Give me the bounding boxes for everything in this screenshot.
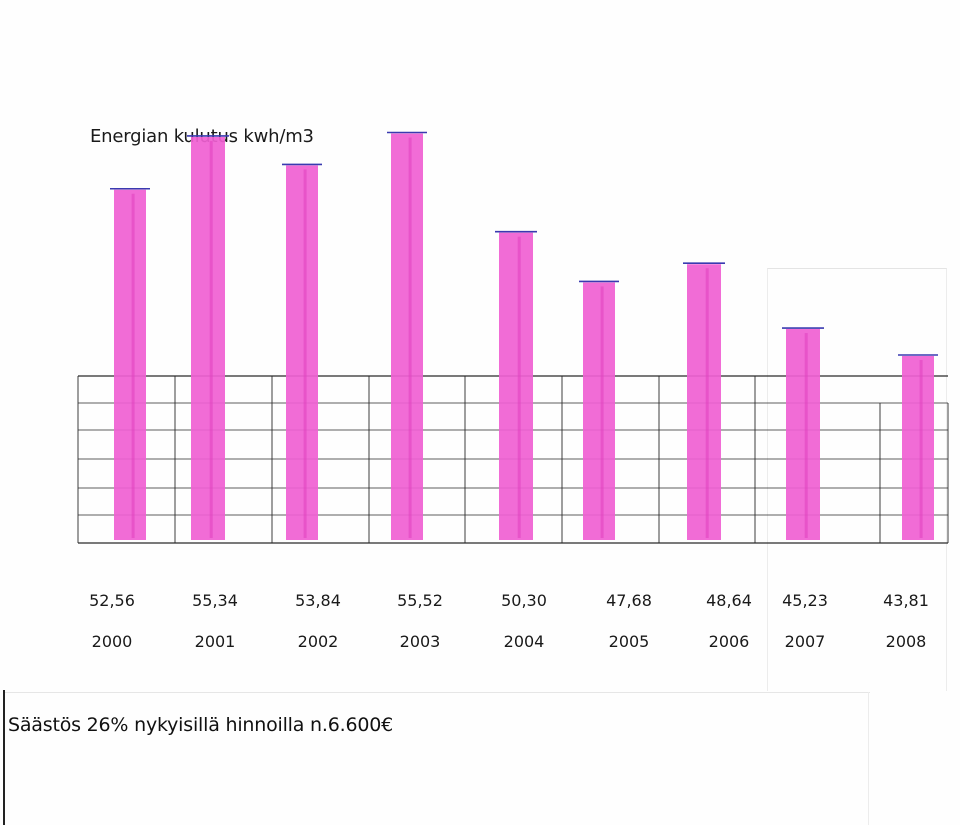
value-label: 55,52 xyxy=(397,591,443,610)
footer-box-right-edge xyxy=(868,692,869,825)
value-label: 52,56 xyxy=(89,591,135,610)
bar xyxy=(286,165,318,540)
bar-marker-streak xyxy=(517,236,521,538)
year-label: 2000 xyxy=(92,632,133,651)
bar xyxy=(499,232,533,540)
savings-note: Säästös 26% nykyisillä hinnoilla n.6.600… xyxy=(8,714,393,736)
bar xyxy=(902,356,934,540)
value-label: 45,23 xyxy=(782,591,828,610)
value-label: 55,34 xyxy=(192,591,238,610)
bar xyxy=(391,133,423,540)
bar xyxy=(786,329,820,540)
bar xyxy=(687,264,721,540)
year-label: 2008 xyxy=(886,632,927,651)
bar-marker-streak xyxy=(804,333,808,538)
year-label: 2004 xyxy=(504,632,545,651)
footer-box-top-edge xyxy=(5,692,870,693)
bar xyxy=(114,189,146,540)
bar-marker-streak xyxy=(303,169,307,538)
bar-marker-streak xyxy=(209,140,213,538)
bar xyxy=(191,136,225,540)
footer-left-rule xyxy=(3,690,5,825)
bar-marker-streak xyxy=(600,286,604,538)
bar-marker-streak xyxy=(131,193,135,538)
pasted-inset-frame xyxy=(767,268,947,691)
value-label: 47,68 xyxy=(606,591,652,610)
value-label: 50,30 xyxy=(501,591,547,610)
value-label: 48,64 xyxy=(706,591,752,610)
year-label: 2006 xyxy=(709,632,750,651)
year-label: 2007 xyxy=(785,632,826,651)
value-label: 53,84 xyxy=(295,591,341,610)
year-label: 2002 xyxy=(298,632,339,651)
bar-marker-streak xyxy=(705,268,709,538)
year-label: 2001 xyxy=(195,632,236,651)
value-label: 43,81 xyxy=(883,591,929,610)
bar xyxy=(583,282,615,540)
bar-marker-streak xyxy=(919,360,923,538)
year-label: 2005 xyxy=(609,632,650,651)
year-label: 2003 xyxy=(400,632,441,651)
bar-marker-streak xyxy=(408,137,412,538)
